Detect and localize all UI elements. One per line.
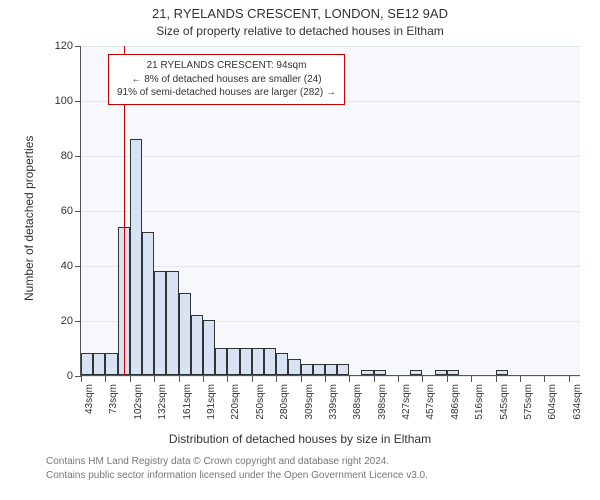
bar <box>240 348 252 376</box>
bar <box>337 364 349 375</box>
y-tick-label: 100 <box>43 95 73 107</box>
x-tick <box>422 376 423 382</box>
x-tick-label: 191sqm <box>206 384 217 434</box>
bar <box>288 359 300 376</box>
x-tick-label: 220sqm <box>230 384 241 434</box>
x-tick <box>496 376 497 382</box>
y-axis-label: Number of detached properties <box>22 136 36 301</box>
y-tick-label: 20 <box>43 315 73 327</box>
bar <box>191 315 203 376</box>
x-tick-label: 309sqm <box>304 384 315 434</box>
x-tick-label: 457sqm <box>425 384 436 434</box>
bar <box>361 370 373 376</box>
callout-box: 21 RYELANDS CRESCENT: 94sqm ← 8% of deta… <box>108 54 345 105</box>
x-tick <box>349 376 350 382</box>
x-tick-label: 280sqm <box>279 384 290 434</box>
x-tick-label: 545sqm <box>499 384 510 434</box>
attribution-line: Contains public sector information licen… <box>0 470 600 481</box>
x-tick-label: 132sqm <box>157 384 168 434</box>
callout-line: 91% of semi-detached houses are larger (… <box>117 86 336 100</box>
x-tick-label: 398sqm <box>377 384 388 434</box>
bar <box>93 353 105 375</box>
bar <box>203 320 215 375</box>
callout-line: 21 RYELANDS CRESCENT: 94sqm <box>117 59 336 73</box>
grid-line <box>81 266 580 267</box>
x-tick <box>325 376 326 382</box>
y-tick <box>75 156 81 157</box>
x-tick-label: 575sqm <box>523 384 534 434</box>
x-tick <box>569 376 570 382</box>
bar <box>264 348 276 376</box>
bar <box>374 370 386 376</box>
bar <box>325 364 337 375</box>
bar <box>154 271 166 376</box>
grid-line <box>81 46 580 47</box>
grid-line <box>81 156 580 157</box>
x-tick <box>130 376 131 382</box>
x-tick <box>447 376 448 382</box>
bar <box>252 348 264 376</box>
callout-line: ← 8% of detached houses are smaller (24) <box>117 73 336 87</box>
x-tick <box>276 376 277 382</box>
chart-container: 21, RYELANDS CRESCENT, LONDON, SE12 9AD … <box>0 0 600 500</box>
bar <box>142 232 154 375</box>
y-tick <box>75 211 81 212</box>
bar <box>301 364 313 375</box>
grid-line <box>81 376 580 377</box>
x-tick-label: 486sqm <box>450 384 461 434</box>
bar <box>435 370 447 376</box>
x-tick <box>374 376 375 382</box>
x-tick <box>301 376 302 382</box>
x-tick-label: 43sqm <box>84 384 95 434</box>
x-tick-label: 102sqm <box>133 384 144 434</box>
x-tick-label: 339sqm <box>328 384 339 434</box>
bar <box>313 364 325 375</box>
x-tick-label: 73sqm <box>108 384 119 434</box>
y-tick <box>75 46 81 47</box>
chart-title: 21, RYELANDS CRESCENT, LONDON, SE12 9AD <box>0 6 600 21</box>
y-tick <box>75 266 81 267</box>
y-tick <box>75 321 81 322</box>
x-tick-label: 161sqm <box>182 384 193 434</box>
x-tick <box>105 376 106 382</box>
x-tick <box>398 376 399 382</box>
x-tick <box>81 376 82 382</box>
x-tick-label: 368sqm <box>352 384 363 434</box>
x-tick-label: 516sqm <box>474 384 485 434</box>
x-tick <box>544 376 545 382</box>
x-tick <box>227 376 228 382</box>
x-tick-label: 604sqm <box>547 384 558 434</box>
chart-subtitle: Size of property relative to detached ho… <box>0 24 600 38</box>
y-tick-label: 0 <box>43 370 73 382</box>
x-tick-label: 634sqm <box>572 384 583 434</box>
bar <box>179 293 191 376</box>
x-tick-label: 250sqm <box>255 384 266 434</box>
y-tick-label: 120 <box>43 40 73 52</box>
x-tick <box>252 376 253 382</box>
y-tick <box>75 101 81 102</box>
grid-line <box>81 211 580 212</box>
bar <box>496 370 508 376</box>
x-tick <box>154 376 155 382</box>
x-tick <box>520 376 521 382</box>
attribution-line: Contains HM Land Registry data © Crown c… <box>0 456 600 467</box>
x-tick <box>179 376 180 382</box>
x-tick <box>471 376 472 382</box>
bar <box>276 353 288 375</box>
bar <box>166 271 178 376</box>
x-tick-label: 427sqm <box>401 384 412 434</box>
bar <box>410 370 422 376</box>
y-tick-label: 80 <box>43 150 73 162</box>
bar <box>81 353 93 375</box>
bar <box>215 348 227 376</box>
x-axis-label: Distribution of detached houses by size … <box>0 432 600 446</box>
bar <box>105 353 117 375</box>
y-tick-label: 60 <box>43 205 73 217</box>
bar <box>447 370 459 376</box>
y-tick-label: 40 <box>43 260 73 272</box>
x-tick <box>203 376 204 382</box>
bar <box>130 139 142 376</box>
bar <box>227 348 239 376</box>
